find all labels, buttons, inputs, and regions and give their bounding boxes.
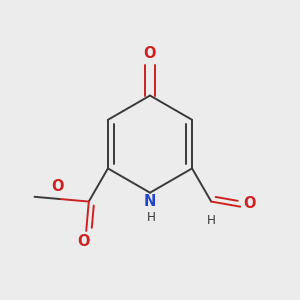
Text: O: O <box>244 196 256 211</box>
Text: O: O <box>144 46 156 61</box>
Text: O: O <box>77 234 89 249</box>
Text: H: H <box>147 211 156 224</box>
Text: H: H <box>207 214 216 227</box>
Text: N: N <box>144 194 156 209</box>
Text: O: O <box>52 179 64 194</box>
